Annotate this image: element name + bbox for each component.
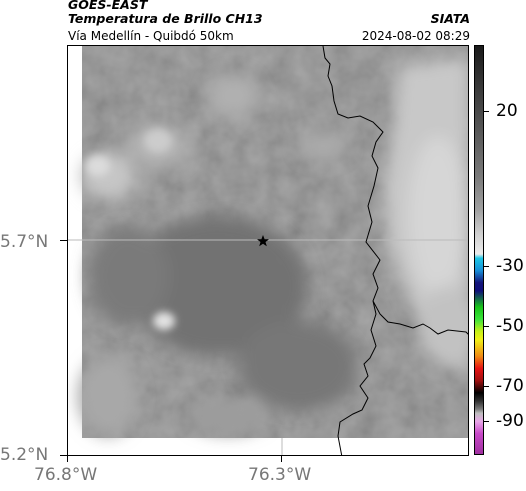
lon-tick	[281, 456, 282, 462]
satellite-title: GOES-EAST	[68, 0, 148, 12]
colorbar	[474, 45, 484, 455]
region-subtitle: Vía Medellín - Quibdó 50km	[68, 29, 234, 43]
colorbar-gradient	[475, 46, 483, 454]
colorbar-tick	[484, 386, 489, 387]
bright-cloud-spots	[86, 129, 175, 330]
star-marker	[257, 235, 269, 247]
map-plot	[67, 45, 469, 456]
colorbar-label-minus-70: -70	[496, 376, 524, 396]
dark-regions	[88, 216, 358, 411]
lat-label-5-2: 5.2°N	[0, 445, 49, 465]
colorbar-tick	[484, 421, 489, 422]
cloud-regions	[78, 56, 468, 436]
organization-label: SIATA	[430, 11, 470, 26]
colorbar-tick	[484, 326, 489, 327]
lat-tick	[60, 240, 67, 241]
lat-tick	[60, 455, 67, 456]
colorbar-label-20: 20	[496, 101, 518, 121]
colorbar-label-minus-90: -90	[496, 411, 524, 431]
lat-label-5-7: 5.7°N	[0, 232, 49, 252]
lon-label-76-8: 76.8°W	[34, 465, 98, 485]
colorbar-tick	[484, 111, 489, 112]
lon-label-76-3: 76.3°W	[248, 465, 312, 485]
colorbar-label-minus-30: -30	[496, 256, 524, 276]
datetime-label: 2024-08-02 08:29	[361, 29, 470, 43]
satellite-image	[68, 46, 468, 455]
lon-tick	[67, 456, 68, 462]
colorbar-label-minus-50: -50	[496, 316, 524, 336]
colorbar-tick	[484, 266, 489, 267]
boundary-line	[322, 46, 468, 455]
product-title: Temperatura de Brillo CH13	[68, 11, 263, 26]
